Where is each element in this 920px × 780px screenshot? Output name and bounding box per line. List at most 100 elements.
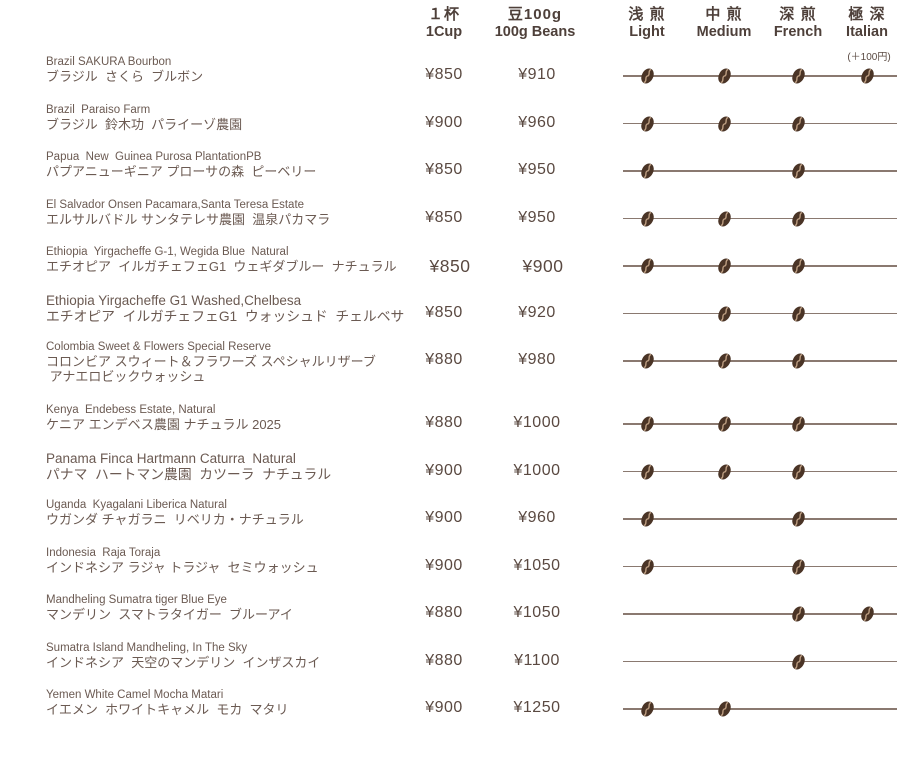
roast-medium-label-en: Medium <box>696 24 752 40</box>
roast-scale-line <box>623 360 897 362</box>
coffee-bean-icon-light <box>640 116 654 131</box>
roast-scale-line <box>623 518 897 520</box>
item-price-1cup: ¥900 <box>425 699 463 716</box>
roast-scale-line <box>623 470 897 473</box>
item-price-1cup: ¥880 <box>425 604 463 621</box>
menu-item-row: Colombia Sweet & Flowers Special Reserve… <box>0 340 920 403</box>
roast-light-label-ja: 浅 煎 <box>628 6 666 23</box>
menu-item-row: Panama Finca Hartmann Caturra Natural パナ… <box>0 451 920 499</box>
item-price-100g-beans: ¥1100 <box>514 651 560 669</box>
item-name-block: Brazil SAKURA Bourbon ブラジル さくら ブルボン <box>46 55 203 84</box>
italian-surcharge-note: (＋100円) <box>847 52 891 63</box>
menu-item-row: Brazil Paraiso Farm ブラジル 鈴木功 パライーゾ農園 ¥90… <box>0 103 920 151</box>
column-header-100g-beans-ja: 豆100g <box>507 6 563 23</box>
coffee-bean-icon-medium <box>717 353 731 369</box>
coffee-bean-icon-light <box>640 163 654 179</box>
coffee-bean-icon-french <box>791 353 805 369</box>
roast-scale-line <box>623 122 897 125</box>
coffee-bean-icon-italian <box>860 68 874 84</box>
item-name-japanese: エチオピア イルガチェフェG1 ウォッシュド チェルベサ <box>46 308 405 324</box>
item-name-block: Uganda Kyagalani Liberica Natural ウガンダ チ… <box>46 498 304 527</box>
column-header-roast-italian: 極 深 Italian <box>846 6 888 40</box>
column-header-1cup-en: 1Cup <box>425 24 463 40</box>
item-price-100g-beans: ¥980 <box>518 351 556 368</box>
item-name-japanese: インドネシア 天空のマンデリン インザスカイ <box>46 654 321 670</box>
item-roast-scale <box>623 305 897 323</box>
coffee-bean-icon-french <box>791 306 805 321</box>
item-price-1cup: ¥850 <box>425 208 463 226</box>
coffee-bean-icon-light <box>640 68 654 84</box>
coffee-bean-icon-medium <box>717 464 731 479</box>
coffee-bean-icon-light <box>640 211 654 226</box>
item-name-block: Indonesia Raja Toraja インドネシア ラジャ トラジャ セミ… <box>46 546 319 575</box>
item-price-100g-beans: ¥1050 <box>513 604 561 621</box>
item-roast-scale <box>623 162 897 180</box>
item-roast-scale <box>623 653 897 671</box>
item-price-1cup: ¥850 <box>429 256 471 276</box>
coffee-bean-icon-light <box>640 258 654 274</box>
item-roast-scale <box>623 463 897 481</box>
item-name-english: Brazil Paraiso Farm <box>46 103 151 116</box>
coffee-bean-icon-french <box>791 116 805 131</box>
item-name-english: Mandheling Sumatra tiger Blue Eye <box>46 594 227 606</box>
menu-item-row: El Salvador Onsen Pacamara,Santa Teresa … <box>0 198 920 246</box>
item-price-1cup: ¥850 <box>425 303 463 321</box>
item-price-100g-beans: ¥1250 <box>513 699 561 716</box>
item-name-block: El Salvador Onsen Pacamara,Santa Teresa … <box>46 198 330 227</box>
roast-scale-line <box>623 613 897 615</box>
menu-item-row: Papua New Guinea Purosa PlantationPB パプア… <box>0 150 920 198</box>
menu-item-row: Uganda Kyagalani Liberica Natural ウガンダ チ… <box>0 498 920 546</box>
item-price-1cup: ¥900 <box>425 113 463 131</box>
item-name-english: Uganda Kyagalani Liberica Natural <box>46 499 227 511</box>
item-name-block: Ethiopia Yirgacheffe G1 Washed,Chelbesa … <box>46 293 404 324</box>
item-roast-scale <box>623 257 897 275</box>
roast-french-label-ja: 深 煎 <box>779 6 817 23</box>
menu-item-row: Ethiopia Yirgacheffe G1 Washed,Chelbesa … <box>0 293 920 341</box>
coffee-bean-icon-light <box>640 511 654 527</box>
item-roast-scale <box>623 67 897 85</box>
coffee-bean-icon-french <box>791 258 805 274</box>
roast-scale-line <box>623 217 897 220</box>
coffee-bean-icon-french <box>791 464 805 479</box>
item-roast-scale <box>623 510 897 528</box>
column-header-100g-beans-en: 100g Beans <box>494 24 576 40</box>
item-name-block: Papua New Guinea Purosa PlantationPB パプア… <box>46 150 316 179</box>
item-price-100g-beans: ¥910 <box>518 66 556 83</box>
column-header-roast-medium: 中 煎 Medium <box>697 6 752 40</box>
item-roast-scale <box>623 115 897 133</box>
coffee-bean-icon-french <box>791 163 805 179</box>
roast-scale-line <box>623 265 897 267</box>
coffee-bean-icon-medium <box>717 68 731 84</box>
column-header-1cup: １杯 1Cup <box>426 6 462 40</box>
roast-french-label-en: French <box>773 24 823 40</box>
item-price-100g-beans: ¥950 <box>518 161 556 178</box>
item-price-1cup: ¥900 <box>425 509 463 526</box>
coffee-bean-icon-french <box>791 68 805 84</box>
item-name-block: Colombia Sweet & Flowers Special Reserve… <box>46 340 376 384</box>
item-name-japanese: コロンビア スウィート＆フラワーズ スペシャルリザーブ <box>46 354 376 369</box>
item-name-japanese: マンデリン スマトラタイガー ブルーアイ <box>46 607 293 622</box>
column-header-roast-french: 深 煎 French <box>774 6 822 40</box>
coffee-bean-icon-medium <box>717 306 731 321</box>
item-roast-scale <box>623 700 897 718</box>
roast-light-label-en: Light <box>629 24 665 40</box>
item-name-block: Yemen White Camel Mocha Matari イエメン ホワイト… <box>46 688 289 717</box>
item-name-block: Kenya Endebess Estate, Natural ケニア エンデベス… <box>46 403 281 432</box>
coffee-bean-icon-medium <box>717 258 731 274</box>
coffee-bean-icon-italian <box>860 606 874 622</box>
item-price-1cup: ¥880 <box>425 651 463 669</box>
roast-scale-line <box>623 170 897 172</box>
item-name-english: Yemen White Camel Mocha Matari <box>46 689 224 701</box>
menu-item-row: Ethiopia Yirgacheffe G-1, Wegida Blue Na… <box>0 245 920 293</box>
coffee-bean-icon-light <box>640 559 654 574</box>
item-name-japanese: ケニア エンデベス農園 ナチュラル 2025 <box>46 417 282 432</box>
item-name-japanese: パナマ ハートマン農園 カツーラ ナチュラル <box>46 466 332 482</box>
item-name-block: Mandheling Sumatra tiger Blue Eye マンデリン … <box>46 593 293 622</box>
column-header-roast-light: 浅 煎 Light <box>628 6 665 40</box>
item-price-100g-beans: ¥950 <box>518 208 556 226</box>
column-header-100g-beans: 豆100g 100g Beans <box>495 6 576 40</box>
roast-scale-line <box>623 660 897 663</box>
item-name-block: Brazil Paraiso Farm ブラジル 鈴木功 パライーゾ農園 <box>46 103 242 132</box>
item-price-1cup: ¥900 <box>425 556 463 574</box>
